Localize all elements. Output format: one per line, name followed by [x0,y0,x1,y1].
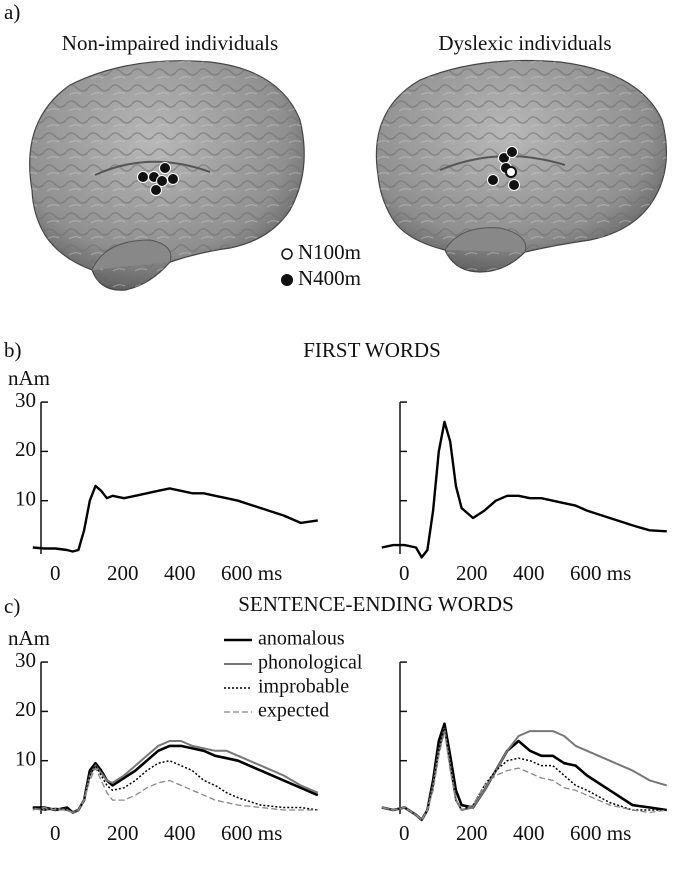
brain-right [376,60,666,272]
x-tick-label: 0 [399,561,410,585]
section-title: FIRST WORDS [303,338,441,362]
brain-title: Dyslexic individuals [438,31,611,55]
x-tick-label: 0 [399,821,410,845]
legend-label: anomalous [258,628,345,650]
x-tick-label: 600 ms [221,821,282,845]
x-tick-label: 600 ms [570,821,631,845]
legend-label: N100m [298,240,361,264]
x-tick-label: 400 [164,821,196,845]
x-tick-label: 0 [50,561,61,585]
x-tick-label: 200 [107,561,139,585]
legend-label: phonological [258,652,363,674]
data-line [382,729,667,820]
brain-left [30,61,305,290]
data-line [33,768,318,812]
x-tick-label: 200 [456,561,488,585]
y-axis-label: nAm [8,626,50,650]
page: a) Non-impaired individuals Dyslexic ind… [0,0,676,870]
data-line [382,726,667,820]
legend-marker [281,274,293,286]
x-tick-label: 400 [513,821,545,845]
x-tick-label: 400 [513,561,545,585]
x-tick-label: 0 [50,821,61,845]
panel-label: c) [4,594,20,618]
x-tick-label: 600 ms [570,561,631,585]
legend-label: improbable [258,676,349,698]
section-title: SENTENCE-ENDING WORDS [238,592,514,616]
data-line [382,422,667,558]
y-tick-label: 10 [15,747,36,771]
data-line [33,746,318,813]
x-tick-label: 400 [164,561,196,585]
panel-label: a) [4,0,20,24]
data-line [382,724,667,820]
y-axis-label: nAm [8,366,50,390]
y-tick-label: 30 [15,648,36,672]
data-line [33,761,318,813]
y-tick-label: 20 [15,437,36,461]
x-tick-label: 200 [456,821,488,845]
x-tick-label: 200 [107,821,139,845]
data-line [33,486,318,552]
legend-label: N400m [298,266,361,290]
panel-label: b) [4,338,22,362]
legend-label: expected [258,700,329,722]
y-tick-label: 10 [15,487,36,511]
y-tick-label: 20 [15,697,36,721]
y-tick-label: 30 [15,388,36,412]
legend-marker [282,249,292,259]
x-tick-label: 600 ms [221,561,282,585]
figure: a) Non-impaired individuals Dyslexic ind… [0,0,676,870]
brain-title: Non-impaired individuals [62,31,278,55]
